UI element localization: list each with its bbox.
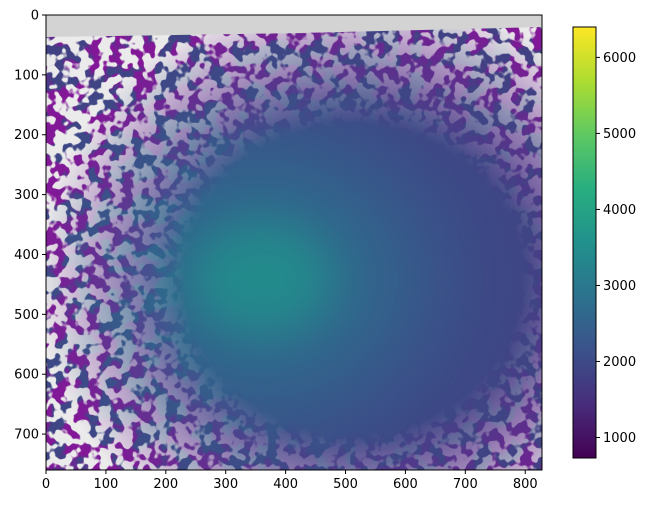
colorbar-tick-label: 2000 bbox=[603, 355, 636, 370]
y-tick-label: 100 bbox=[14, 68, 39, 83]
y-tick-label: 700 bbox=[14, 428, 39, 443]
colorbar: 1000 2000 3000 4000 5000 6000 bbox=[572, 26, 636, 459]
y-tick-label: 0 bbox=[31, 9, 39, 24]
y-tick-label: 200 bbox=[14, 128, 39, 143]
x-tick-label: 0 bbox=[42, 477, 50, 492]
x-tick-label: 600 bbox=[393, 477, 418, 492]
x-tick-label: 800 bbox=[513, 477, 538, 492]
x-tick-label: 100 bbox=[93, 477, 118, 492]
nodata-speckle bbox=[46, 15, 542, 470]
colorbar-tick-label: 5000 bbox=[603, 127, 636, 142]
x-axis: 0 100 200 300 400 500 600 700 800 bbox=[42, 470, 538, 492]
x-tick-label: 500 bbox=[333, 477, 358, 492]
x-tick-label: 700 bbox=[453, 477, 478, 492]
nodata-top-strip bbox=[46, 15, 542, 37]
x-tick-label: 200 bbox=[153, 477, 178, 492]
elevation-raster bbox=[46, 15, 542, 470]
y-tick-label: 600 bbox=[14, 368, 39, 383]
x-tick-label: 300 bbox=[213, 477, 238, 492]
colorbar-tick-label: 6000 bbox=[603, 51, 636, 66]
colorbar-ticks: 1000 2000 3000 4000 5000 6000 bbox=[596, 51, 636, 446]
y-tick-label: 400 bbox=[14, 248, 39, 263]
colorbar-tick-label: 3000 bbox=[603, 279, 636, 294]
colorbar-gradient bbox=[572, 26, 597, 459]
x-tick-label: 400 bbox=[273, 477, 298, 492]
y-tick-label: 500 bbox=[14, 308, 39, 323]
y-tick-label: 300 bbox=[14, 188, 39, 203]
colorbar-tick-label: 4000 bbox=[603, 203, 636, 218]
plot-frame bbox=[45, 14, 543, 471]
y-axis: 0 100 200 300 400 500 600 700 bbox=[14, 9, 46, 443]
colorbar-tick-label: 1000 bbox=[603, 431, 636, 446]
